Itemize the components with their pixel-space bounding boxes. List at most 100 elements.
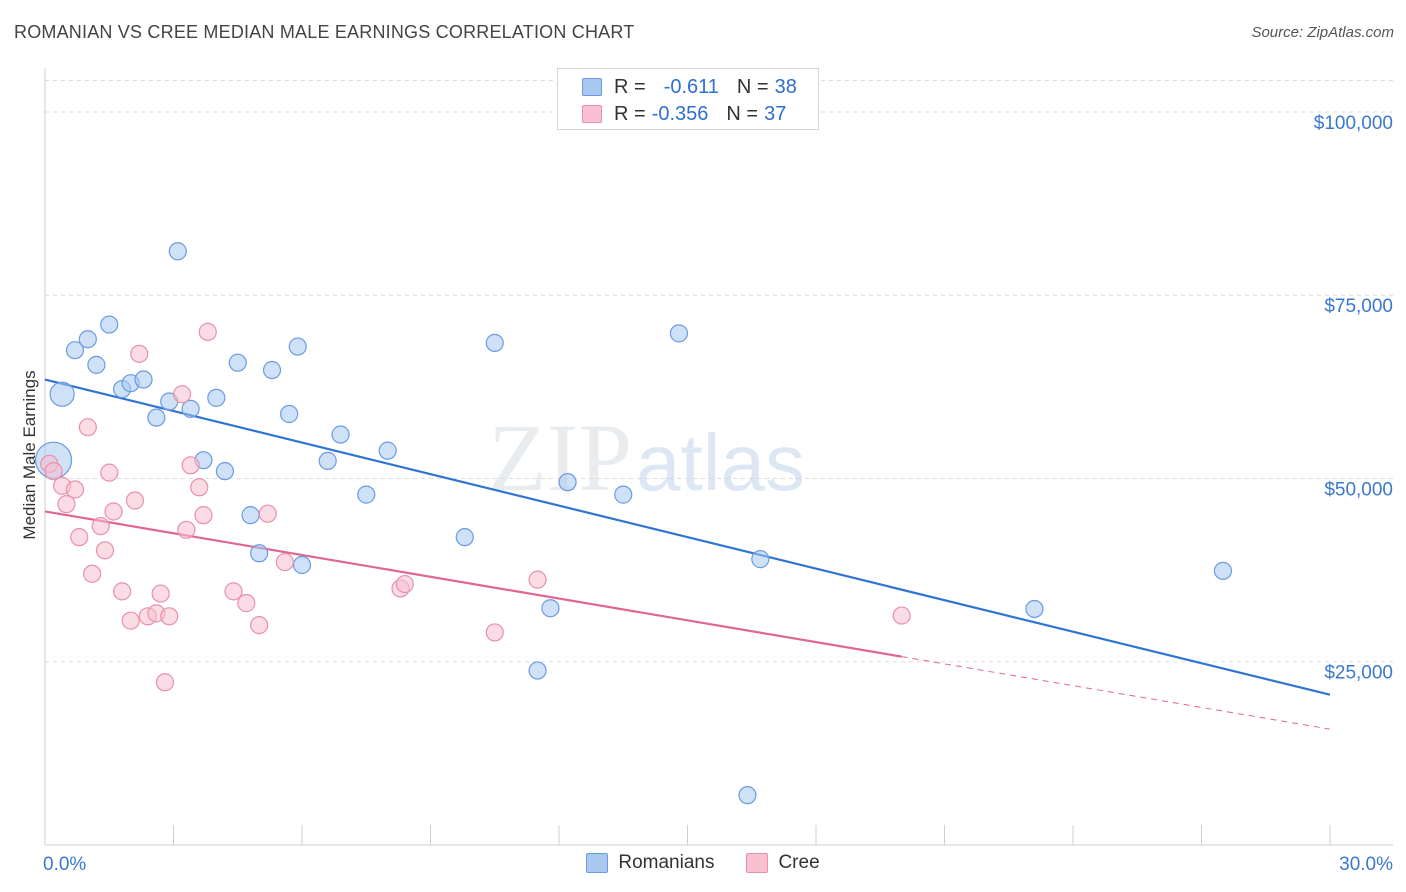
legend-n-label: N = [726,102,759,125]
data-points [34,242,1233,805]
romanians-point [228,353,247,372]
cree-point [44,462,63,481]
romanians-point [280,404,299,424]
romanians-point [1025,599,1044,619]
cree-point [485,623,504,642]
romanians-point [250,544,269,563]
cree-point [95,541,115,560]
y-tick-label: $25,000 [1324,663,1393,684]
romanians-point [614,485,633,504]
legend-row-romanians: R = -0.611 N = 38 [582,75,797,99]
romanians-trend-line [44,378,1331,696]
romanians-point [168,242,187,261]
cree-point [57,495,76,514]
romanians-point [207,388,226,407]
legend-r-value: -0.356 [651,102,709,125]
legend-item-cree[interactable]: Cree [746,852,820,874]
cree-point [892,606,911,625]
cree-point [177,520,196,539]
cree-point [275,552,294,572]
romanians-point [215,462,234,481]
x-tick-label-max: 30.0% [1339,854,1393,875]
legend-item-romanians[interactable]: Romanians [586,852,714,874]
legend-n-label: N = [736,75,769,98]
romanians-point [751,550,770,569]
cree-point [190,478,209,497]
romanians-point [292,555,312,575]
romanians-point [181,399,200,418]
cree-point [160,607,179,626]
romanians-point [738,786,757,805]
cree-point [528,570,547,589]
legend-r-label: R = [614,75,646,98]
cree-point [104,502,123,521]
romanians-point [100,315,119,334]
romanians-point [87,355,106,374]
romanians-point [318,451,337,470]
cree-trend-line [44,510,902,658]
romanians-point [357,485,376,504]
cree-point [78,418,97,437]
legend-n-value: 38 [774,75,797,98]
cree-point [151,584,170,603]
romanians-point [558,473,577,492]
romanians-point [241,506,260,525]
cree-point [181,456,200,475]
cree-point [258,504,277,523]
romanians-point [528,661,547,680]
chart-title: ROMANIAN VS CREE MEDIAN MALE EARNINGS CO… [14,22,635,42]
cree-point [172,385,192,404]
cree-point [125,491,145,510]
romanians-point [134,370,153,389]
legend-swatch-romanians [582,78,602,96]
legend-swatch-cree [582,105,602,123]
romanians-point [455,528,474,547]
cree-point [83,564,102,583]
romanians-point [78,330,97,349]
cree-point [155,673,175,692]
series-legend: Romanians Cree [0,852,1406,874]
legend-swatch-cree [746,853,769,873]
y-tick-label: $75,000 [1324,296,1393,317]
cree-point [198,322,217,341]
romanians-point [1213,561,1233,580]
cree-trend-line-extension [901,656,1331,730]
watermark-zip: ZIP [488,404,632,511]
romanians-point [669,324,689,343]
y-axis-label: Median Male Earnings [20,370,39,539]
legend-label-romanians: Romanians [618,852,715,873]
cree-point [194,506,213,525]
romanians-point [378,441,397,460]
cree-point [112,582,132,601]
romanians-point [541,599,560,618]
cree-point [130,344,149,363]
cree-point [65,480,85,499]
x-tick-label-min: 0.0% [43,854,86,875]
cree-point [100,463,119,482]
romanians-point [65,341,85,360]
source-label: Source: ZipAtlas.com [1251,24,1394,41]
romanians-point [49,381,75,407]
legend-label-cree: Cree [778,852,820,873]
gridlines [45,79,1393,663]
cree-point [250,615,269,635]
tick-labels: $25,000 $50,000 $75,000 $100,000 0.0% 30.0% [43,113,1393,875]
legend-n-value: 37 [764,102,787,125]
correlation-legend: R = -0.611 N = 38 R = -0.356 N = 37 [557,68,819,130]
romanians-point [331,425,350,444]
watermark-atlas: atlas [636,418,805,507]
cree-point [237,594,256,613]
cree-point [121,611,140,630]
cree-point [395,574,414,594]
y-tick-label: $50,000 [1324,479,1393,500]
legend-r-label: R = [614,102,646,125]
cree-point [224,582,243,601]
romanians-point [147,408,166,427]
y-tick-label: $100,000 [1314,113,1393,134]
romanians-point [485,333,504,352]
cree-point [70,528,89,547]
cree-point [91,517,110,536]
romanians-point [288,337,307,356]
romanians-point [262,360,282,380]
